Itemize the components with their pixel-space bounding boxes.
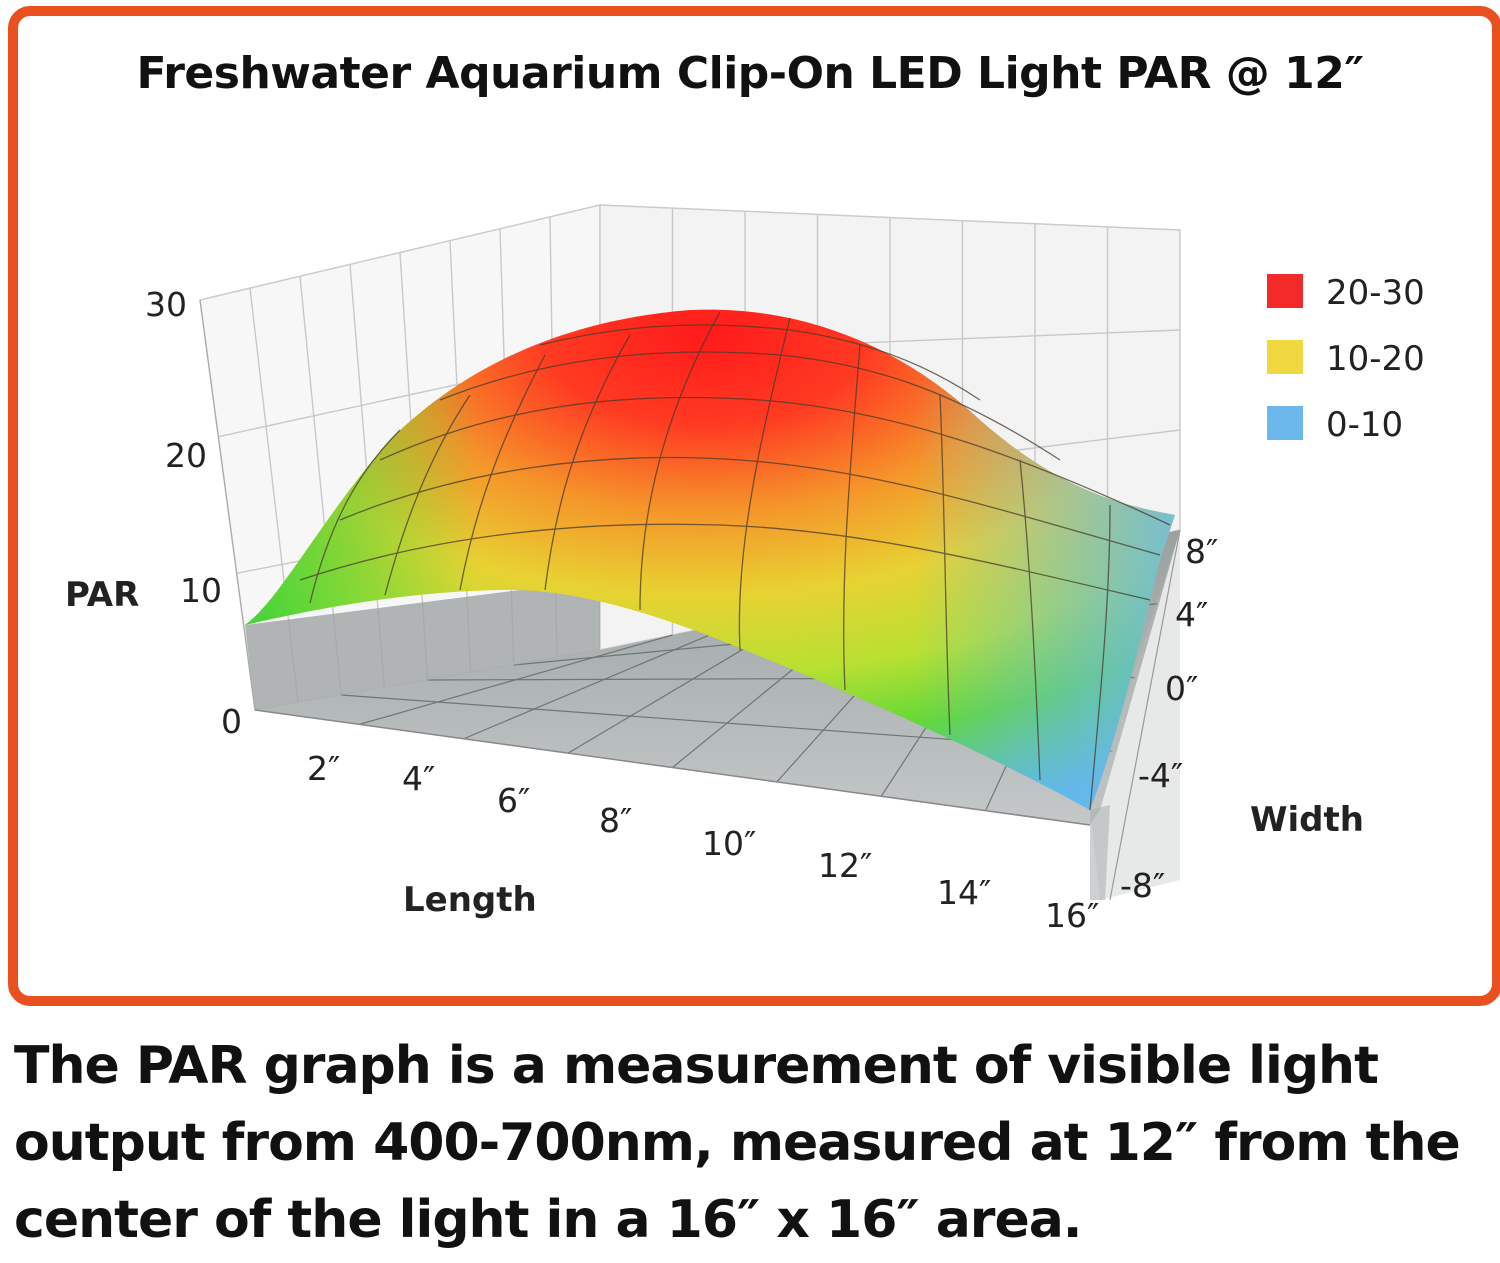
y-tick-label: 4″	[1175, 595, 1208, 634]
mesh-line	[459, 354, 546, 591]
y-tick-label: 8″	[1185, 532, 1218, 571]
x-tick-label: 8″	[599, 801, 632, 840]
mesh-line	[939, 394, 951, 736]
z-tick-label: 0	[221, 702, 242, 741]
x-tick-label: 10″	[702, 824, 756, 863]
left-shadow-wall	[245, 590, 600, 710]
mesh-line	[309, 429, 401, 604]
legend-swatch-20-30	[1267, 274, 1303, 308]
length-axis-line	[254, 709, 1091, 826]
x-tick-label: 16″	[1045, 896, 1099, 935]
x-tick-label: 12″	[818, 846, 872, 885]
y-tick-label: -4″	[1138, 756, 1183, 795]
mesh-line	[843, 344, 861, 691]
mesh-line	[639, 311, 721, 611]
par-surface-chart: 30 20 10 0 PAR 2″ 4″ 6″ 8″ 10″ 12″ 14″ 1…	[65, 204, 1425, 935]
legend-label: 0-10	[1326, 405, 1403, 445]
mesh-line	[379, 396, 1171, 526]
x-tick-label: 6″	[497, 781, 530, 820]
y-tick-label: 0″	[1165, 669, 1198, 708]
right-front-face	[1090, 530, 1180, 900]
mesh-line	[1019, 459, 1041, 781]
x-tick-label: 14″	[937, 873, 991, 912]
z-axis-label: PAR	[65, 575, 139, 615]
z-tick-label: 10	[180, 571, 222, 610]
mesh-line	[339, 456, 1161, 556]
z-tick-label: 30	[145, 285, 187, 324]
caption-text: The PAR graph is a measurement of visibl…	[14, 1036, 1461, 1250]
mesh-line	[1089, 504, 1111, 811]
y-axis-label: Width	[1250, 800, 1364, 840]
y-tick-label: -8″	[1120, 866, 1165, 905]
front-edge-shadow	[1090, 805, 1110, 900]
width-axis-line	[1109, 529, 1181, 901]
mesh-line	[738, 317, 791, 651]
mesh-line	[384, 394, 471, 596]
legend-label: 20-30	[1326, 273, 1425, 313]
mesh-line	[299, 523, 1151, 601]
legend-swatch-10-20	[1267, 340, 1303, 374]
surface-mesh	[299, 311, 1171, 811]
mesh-line	[544, 334, 631, 591]
x-axis-label: Length	[403, 880, 537, 920]
legend-label: 10-20	[1326, 339, 1425, 379]
x-tick-label: 2″	[307, 749, 340, 788]
legend: 20-30 10-20 0-10	[1267, 273, 1425, 445]
legend-swatch-0-10	[1267, 406, 1303, 440]
z-tick-label: 20	[165, 436, 207, 475]
mesh-line	[439, 351, 1061, 461]
par-axis-line	[199, 299, 256, 711]
mesh-line	[539, 324, 981, 401]
chart-title: Freshwater Aquarium Clip-On LED Light PA…	[136, 48, 1364, 99]
x-tick-label: 4″	[402, 759, 435, 798]
